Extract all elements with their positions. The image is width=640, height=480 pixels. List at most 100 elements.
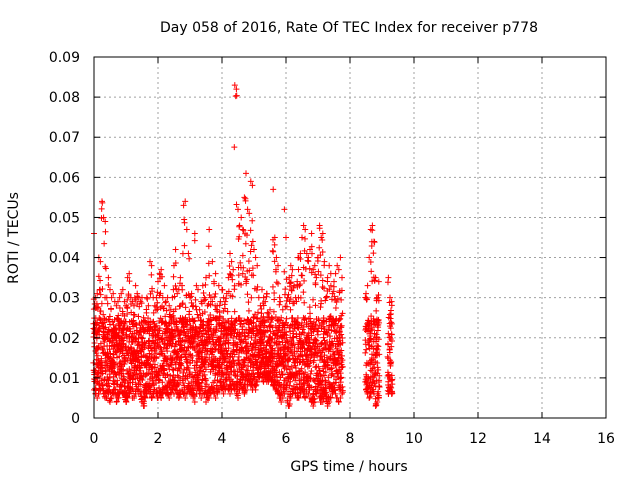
data-point — [388, 298, 395, 305]
data-point — [147, 290, 154, 297]
data-point — [143, 309, 150, 316]
data-point — [317, 272, 324, 279]
data-point — [153, 294, 160, 301]
data-point — [274, 373, 281, 380]
data-point — [201, 309, 208, 316]
data-point — [94, 394, 101, 401]
data-point — [252, 254, 259, 261]
data-point — [312, 338, 319, 345]
data-point — [324, 274, 331, 281]
data-point — [333, 345, 340, 352]
data-point — [129, 298, 136, 305]
data-point — [328, 364, 335, 371]
data-point — [288, 363, 295, 370]
data-point — [258, 310, 265, 317]
data-point — [202, 366, 209, 373]
data-point — [130, 311, 137, 318]
data-point — [287, 296, 294, 303]
data-point — [270, 186, 277, 193]
data-point — [333, 335, 340, 342]
data-point — [235, 394, 241, 401]
data-point — [98, 205, 105, 212]
data-point — [310, 402, 317, 409]
data-point — [369, 222, 376, 229]
data-point — [117, 346, 124, 353]
data-point — [106, 313, 113, 320]
data-point — [327, 313, 334, 320]
data-point — [248, 334, 255, 341]
data-point — [330, 373, 337, 380]
data-point — [319, 236, 326, 243]
data-point — [108, 394, 115, 401]
data-point — [189, 357, 196, 364]
data-point — [205, 243, 212, 250]
data-point — [184, 375, 191, 382]
data-point — [223, 369, 230, 376]
data-point — [175, 381, 182, 388]
data-point — [244, 342, 251, 349]
data-point — [312, 364, 319, 371]
data-point — [310, 359, 317, 366]
data-point — [338, 287, 345, 294]
data-point — [227, 250, 233, 257]
data-point — [291, 282, 297, 289]
data-point — [102, 218, 109, 225]
data-point — [288, 287, 295, 294]
data-point — [332, 390, 339, 397]
data-point — [170, 273, 177, 280]
data-point — [258, 348, 265, 355]
data-point — [172, 341, 179, 348]
data-point — [212, 329, 219, 336]
data-point — [183, 347, 190, 354]
data-point — [163, 298, 169, 305]
data-point — [250, 362, 257, 369]
data-point — [376, 384, 383, 391]
data-point — [211, 377, 218, 384]
data-point — [169, 366, 176, 373]
data-point — [141, 344, 148, 351]
data-point — [201, 342, 208, 349]
data-point — [95, 273, 102, 280]
data-point — [243, 386, 249, 393]
data-point — [301, 277, 308, 284]
data-point — [179, 250, 186, 257]
data-point — [263, 290, 270, 297]
data-point — [164, 355, 171, 362]
data-point — [374, 360, 381, 367]
data-point — [321, 372, 328, 379]
data-point — [336, 328, 343, 335]
data-point — [212, 394, 219, 401]
data-point — [244, 291, 251, 298]
data-point — [388, 343, 395, 350]
data-point — [179, 300, 186, 307]
data-point — [275, 338, 282, 345]
data-point — [177, 361, 184, 368]
data-point — [287, 306, 294, 313]
data-point — [98, 300, 105, 307]
data-point — [251, 351, 258, 358]
data-point — [227, 390, 233, 397]
data-point — [338, 361, 345, 368]
data-point — [232, 326, 239, 333]
data-point — [335, 266, 342, 273]
data-point — [99, 286, 106, 293]
data-point — [154, 306, 161, 313]
data-point — [126, 366, 133, 373]
data-point — [308, 250, 315, 257]
data-point — [166, 302, 173, 309]
data-point — [300, 222, 307, 229]
data-point — [253, 324, 260, 331]
data-point — [134, 290, 141, 297]
data-point — [216, 302, 223, 309]
data-point — [269, 336, 276, 343]
data-point — [236, 233, 243, 240]
data-point — [97, 340, 104, 347]
data-point — [296, 282, 303, 289]
data-point — [231, 308, 238, 315]
data-point — [203, 351, 210, 358]
data-point — [271, 347, 278, 354]
data-point — [126, 270, 133, 277]
data-point — [363, 346, 370, 353]
data-point — [139, 335, 146, 342]
data-point — [324, 402, 331, 409]
